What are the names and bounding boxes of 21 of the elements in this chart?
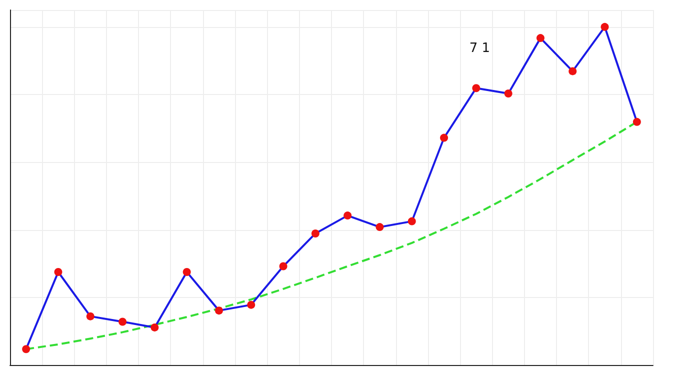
point xyxy=(22,345,30,354)
point xyxy=(632,118,641,126)
point xyxy=(472,84,480,92)
annotation: 7 1 xyxy=(469,41,490,56)
point xyxy=(279,262,288,270)
point xyxy=(440,134,448,142)
point xyxy=(54,268,62,276)
point xyxy=(376,223,384,232)
point xyxy=(344,212,352,220)
point xyxy=(86,312,94,320)
point xyxy=(504,90,512,98)
point xyxy=(118,318,127,326)
point xyxy=(600,22,609,31)
point xyxy=(150,323,159,332)
point xyxy=(568,67,577,76)
point xyxy=(408,217,416,226)
point xyxy=(536,34,544,42)
point xyxy=(311,229,320,238)
point xyxy=(214,306,223,315)
point xyxy=(182,268,191,276)
point xyxy=(247,300,256,309)
